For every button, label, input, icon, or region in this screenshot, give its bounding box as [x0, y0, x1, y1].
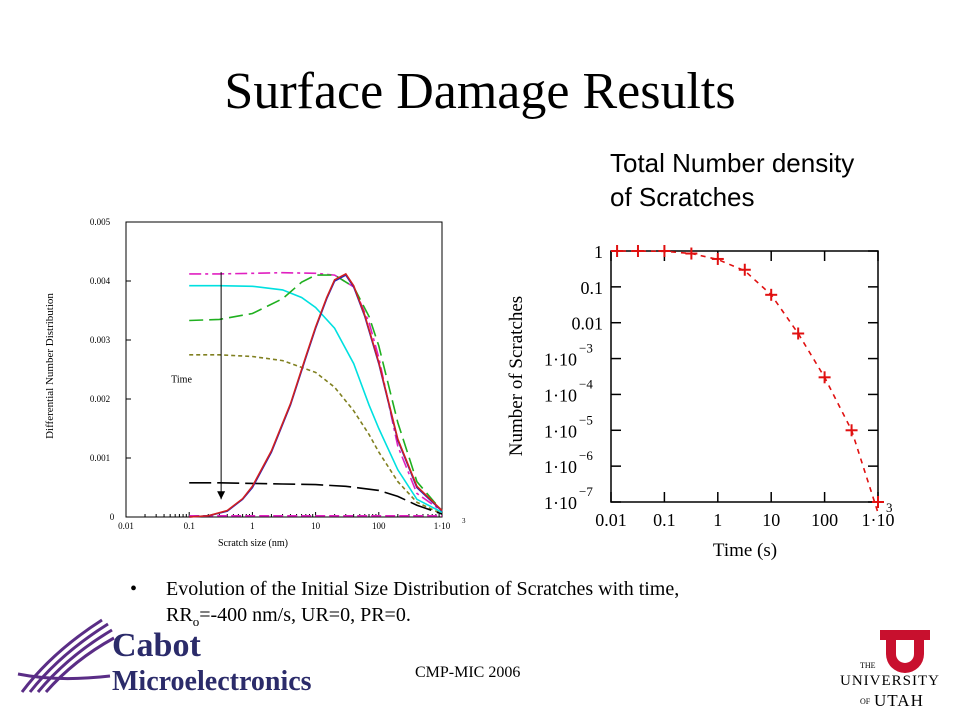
chart2-y-tick-label: 1·10 [544, 350, 577, 370]
utah-logo-line2: UNIVERSITY [840, 673, 940, 689]
chart2-x-tick-label: 1 [713, 510, 722, 530]
chart1-y-tick-label: 0.005 [90, 217, 111, 227]
bullet-params: =-400 nm/s, UR=0, PR=0. [199, 604, 411, 626]
chart1-time-annotation: Time [171, 374, 192, 385]
bullet-line1: Evolution of the Initial Size Distributi… [166, 578, 680, 600]
utah-logo-line1: THE [860, 661, 876, 670]
chart1-y-axis-label: Differential Number Distribution [44, 293, 56, 439]
chart1-y-tick-label: 0.003 [90, 335, 111, 345]
right-chart-heading: Total Number density of Scratches [610, 146, 940, 214]
chart1-plot-frame [125, 221, 443, 518]
chart1-x-tick-label: 1·10 [434, 521, 451, 531]
chart1-series-line [189, 354, 443, 515]
chart2-y-tick-exponent: −3 [579, 341, 593, 356]
chart2-y-tick-label: 1·10 [544, 493, 577, 513]
chart1-y-tick-label: 0.002 [90, 394, 110, 404]
utah-block-u-icon [880, 630, 930, 673]
chart1-y-tick-label: 0.001 [90, 453, 110, 463]
chart2-plot-frame [610, 250, 879, 503]
chart2-data-point [818, 371, 831, 384]
utah-logo-line3: OF [860, 697, 871, 706]
bullet-glyph: • [130, 578, 138, 600]
right-chart-heading-line1: Total Number density [610, 148, 855, 178]
chart2-y-tick-exponent: −6 [579, 448, 593, 463]
chart2-data-point [872, 496, 884, 508]
chart2-data-point [658, 245, 671, 257]
chart2-y-tick-label: 1·10 [544, 385, 577, 405]
bullet-subscript: o [192, 614, 200, 629]
utah-logo-line4: UTAH [874, 691, 924, 710]
chart2-x-tick-label: 100 [811, 510, 838, 530]
chart2-y-tick-exponent: −7 [579, 484, 593, 499]
chart2-y-axis-label: Number of Scratches [506, 296, 527, 456]
slide-title: Surface Damage Results [224, 63, 736, 120]
chart2-x-tick-label: 0.1 [653, 510, 676, 530]
bullet-rr: RR [166, 604, 193, 626]
chart2-y-tick-exponent: −4 [579, 376, 593, 391]
bullet-text: Evolution of the Initial Size Distributi… [166, 576, 886, 635]
chart2-x-tick-label: 1·10 [862, 510, 895, 530]
chart1-series-line [189, 284, 443, 514]
bullet-line2: RRo=-400 nm/s, UR=0, PR=0. [166, 602, 886, 635]
chart2-x-axis-label: Time (s) [713, 540, 777, 561]
chart2-data-point [611, 245, 624, 257]
chart2-data-point [845, 424, 858, 437]
chart2-x-tick-label: 10 [762, 510, 780, 530]
chart2-y-tick-label: 1·10 [544, 457, 577, 477]
chart2-y-tick-label: 1·10 [544, 421, 577, 441]
chart1-x-tick-label: 0.01 [118, 521, 134, 531]
chart2-y-tick-label: 0.1 [581, 278, 604, 298]
chart1-series-line [189, 482, 443, 515]
chart1-series-line [189, 272, 443, 518]
cabot-logo-line2: Microelectronics [112, 666, 312, 697]
cabot-logo: Cabot Microelectronics [17, 618, 312, 697]
chart1-time-arrow-head [217, 491, 226, 500]
cabot-swoosh-icon [17, 618, 115, 693]
chart2-y-tick-exponent: −5 [579, 412, 593, 427]
chart2-data-point [765, 288, 778, 301]
utah-logo: THE UNIVERSITY OF UTAH [840, 630, 940, 710]
chart1-x-tick-exponent: 3 [462, 517, 466, 525]
chart1-y-tick-label: 0 [110, 512, 115, 522]
right-chart-heading-line2: of Scratches [610, 182, 755, 212]
chart2-x-tick-exponent: 3 [886, 500, 893, 515]
chart2-data-point [738, 263, 751, 276]
chart1-x-tick-label: 1 [250, 521, 255, 531]
chart2-data-point [631, 245, 644, 257]
chart2-fit-line [610, 250, 879, 514]
chart1-y-tick-label: 0.004 [90, 276, 111, 286]
chart2-data-point [792, 327, 805, 340]
footer-text: CMP-MIC 2006 [415, 664, 521, 681]
chart2-y-tick-label: 1 [594, 242, 603, 262]
chart2-x-tick-label: 0.01 [595, 510, 627, 530]
chart2-data-point [685, 247, 698, 260]
chart1-x-axis-label: Scratch size (nm) [218, 538, 288, 549]
chart1-series-line [189, 274, 443, 512]
chart1-x-tick-label: 10 [311, 521, 321, 531]
cabot-logo-line1: Cabot [112, 627, 201, 664]
chart2-y-tick-label: 0.01 [572, 314, 604, 334]
chart2-data-point [711, 252, 724, 265]
chart1-x-tick-label: 0.1 [184, 521, 195, 531]
chart1-x-tick-label: 100 [372, 521, 386, 531]
